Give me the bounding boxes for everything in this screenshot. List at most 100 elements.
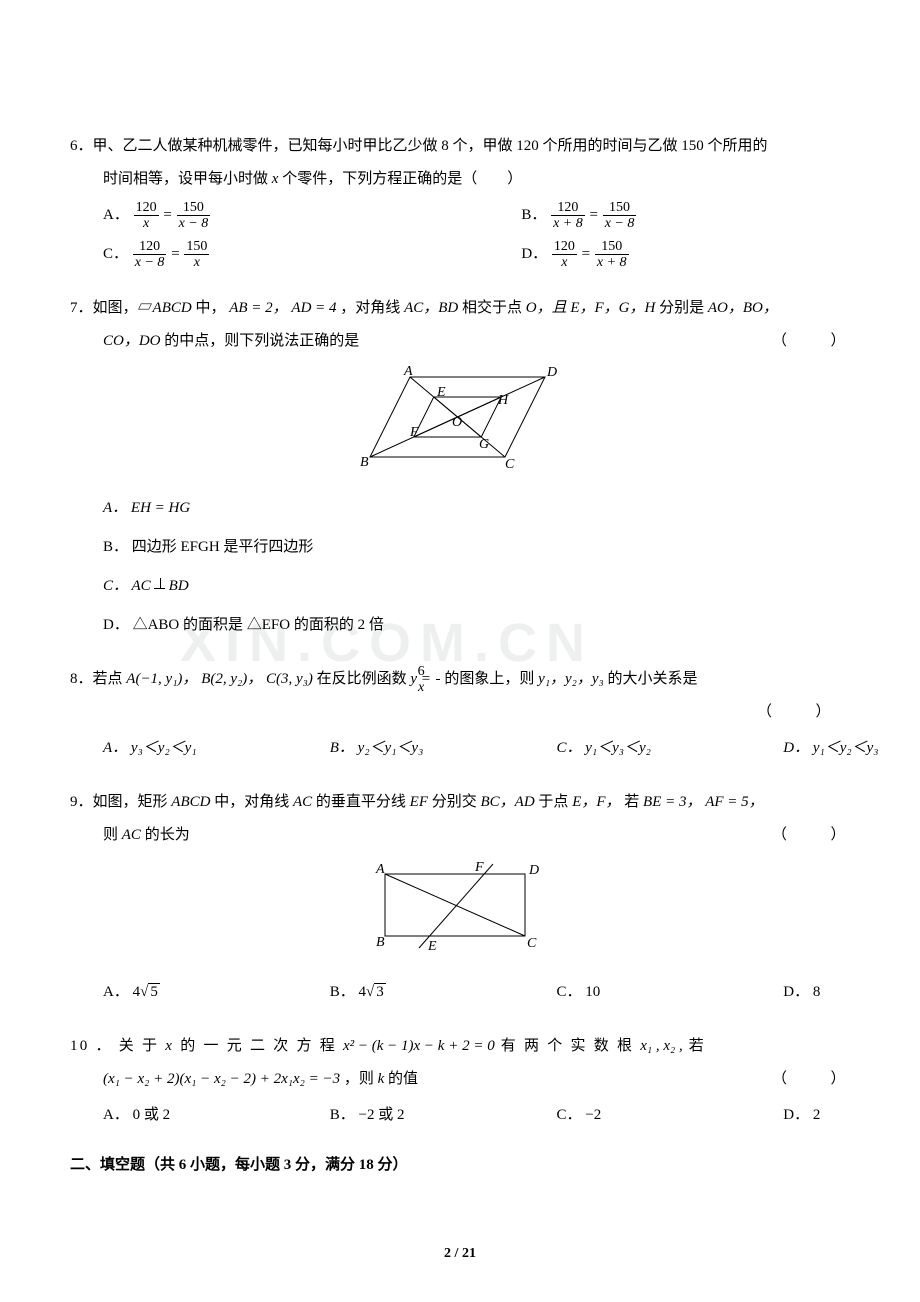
q6-number: 6． [70, 138, 93, 154]
q6-D-label: D． [521, 246, 547, 262]
t: 的值 [388, 1071, 418, 1087]
q7-option-C: C． AC BD [103, 567, 850, 606]
q7-stem-line2: CO，DO 的中点，则下列说法正确的是 （ ） [70, 325, 850, 358]
f: 6 [436, 664, 440, 679]
q7-option-A: A． EH = HG [103, 489, 850, 528]
t: 的中点，则下列说法正确的是 [164, 333, 359, 349]
q9-option-C: C． 10 [557, 973, 744, 1012]
q6-var-x: x [272, 171, 282, 187]
t: 中，对角线 [214, 794, 289, 810]
q9-number: 9． [70, 794, 93, 810]
q10-number: 10 ． [70, 1038, 113, 1054]
sqrt-icon: √3 [366, 973, 386, 1012]
q8-option-A: A． y₃＜y₂＜y₁ [103, 729, 290, 768]
lbl: F [409, 425, 419, 440]
f: x + 8 [551, 215, 585, 231]
f: 150 [603, 200, 637, 215]
t: 若 [624, 794, 639, 810]
t: x [165, 1038, 174, 1054]
q8-paren-row: （ ） [70, 696, 850, 729]
q8-stem: 8．若点 A(−1, y₁)， B(2, y₂)， C(3, y₃) 在反比例函… [70, 663, 850, 696]
q7-number: 7． [70, 300, 93, 316]
t: CO，DO [103, 333, 161, 349]
q10-options: A． 0 或 2 B． −2 或 2 C． −2 D． 2 [70, 1096, 850, 1135]
q9-option-D: D． 8 [783, 973, 920, 1012]
f: x [552, 254, 577, 270]
t: 的 一 元 二 次 方 程 [180, 1038, 337, 1054]
t: 在反比例函数 [317, 671, 407, 687]
sqrt-icon: √5 [140, 973, 160, 1012]
t: ，则 [344, 1071, 374, 1087]
q7-diagram: A D B C E H F G O [355, 362, 565, 472]
lbl: G [479, 437, 489, 452]
t: 中， [195, 300, 225, 316]
lbl: D [528, 863, 539, 878]
question-10: 10 ． 关 于 x 的 一 元 二 次 方 程 x² − (k − 1)x −… [70, 1030, 850, 1135]
q10-option-C: C． −2 [557, 1096, 744, 1135]
t: B． 4 [330, 984, 366, 1000]
q10-paren: （ ） [772, 1063, 850, 1096]
t: AB = 2， [229, 300, 287, 316]
lbl: E [427, 939, 437, 954]
t: 于点 [538, 794, 568, 810]
f: x [436, 679, 440, 695]
f: 150 [184, 239, 209, 254]
question-9: 9．如图，矩形 ABCD 中，对角线 AC 的垂直平分线 EF 分别交 BC，A… [70, 786, 850, 1012]
q6-C-label: C． [103, 246, 128, 262]
f: x − 8 [603, 215, 637, 231]
content: 6．甲、乙二人做某种机械零件，已知每小时甲比乙少做 8 个，甲做 120 个所用… [70, 130, 850, 1174]
q7-option-D: D． △ABO 的面积是 △EFO 的面积的 2 倍 [103, 606, 850, 645]
f: x − 8 [133, 254, 167, 270]
t: 有 两 个 实 数 根 [501, 1038, 635, 1054]
t: 5 [148, 983, 160, 1000]
f: 150 [177, 200, 211, 215]
f: 120 [134, 200, 159, 215]
q9-option-A: A． 4√5 [103, 973, 290, 1012]
t: 相交于点 [462, 300, 522, 316]
t: 若 [689, 1038, 706, 1054]
q6-options-row1: A． 120x = 150x − 8 B． 120x + 8 = 150x − … [70, 196, 850, 235]
perp-icon [154, 577, 165, 592]
lbl: A [375, 862, 385, 877]
t: E，F， [572, 794, 620, 810]
t: C(3, y₃) [266, 671, 313, 687]
t: 分别是 [659, 300, 704, 316]
t: 若点 [93, 671, 123, 687]
lbl: E [436, 385, 446, 400]
question-8: 8．若点 A(−1, y₁)， B(2, y₂)， C(3, y₃) 在反比例函… [70, 663, 850, 768]
f: 150 [595, 239, 629, 254]
q6-stem-line1: 6．甲、乙二人做某种机械零件，已知每小时甲比乙少做 8 个，甲做 120 个所用… [70, 130, 850, 163]
t: 的长为 [145, 827, 190, 843]
q6-text2: 时间相等，设甲每小时做 [103, 171, 268, 187]
t: 分别交 [432, 794, 477, 810]
t: AF = 5， [705, 794, 763, 810]
page-current: 2 [444, 1246, 451, 1261]
t: O，且 [526, 300, 567, 316]
q10-option-A: A． 0 或 2 [103, 1096, 290, 1135]
f: 120 [551, 200, 585, 215]
q6-option-B: B． 120x + 8 = 150x − 8 [521, 196, 850, 235]
lbl: C [527, 936, 537, 951]
t: E，F，G，H [570, 300, 655, 316]
t: x² − (k − 1)x − k + 2 = 0 [343, 1038, 495, 1054]
q9-stem-line1: 9．如图，矩形 ABCD 中，对角线 AC 的垂直平分线 EF 分别交 BC，A… [70, 786, 850, 819]
t: AD = 4 [291, 300, 336, 316]
t: 关 于 [119, 1038, 160, 1054]
section-2-header: 二、填空题（共 6 小题，每小题 3 分，满分 18 分） [70, 1153, 850, 1174]
t: EF [410, 794, 428, 810]
lbl: O [452, 415, 462, 430]
t: AC [293, 794, 312, 810]
f: x [134, 215, 159, 231]
lbl: D [546, 365, 557, 380]
t: k [378, 1071, 385, 1087]
t: 的大小关系是 [608, 671, 698, 687]
t: BE = 3， [643, 794, 701, 810]
question-7: 7．如图，▱ABCD 中， AB = 2， AD = 4 ，对角线 AC，BD … [70, 292, 850, 645]
q8-option-C: C． y₁＜y₃＜y₂ [557, 729, 744, 768]
t: (x₁ − x₂ + 2)(x₁ − x₂ − 2) + 2x₁x₂ = −3 [103, 1071, 340, 1087]
q10-stem-line2: (x₁ − x₂ + 2)(x₁ − x₂ − 2) + 2x₁x₂ = −3 … [70, 1063, 850, 1096]
t: B(2, y₂)， [201, 671, 262, 687]
t: AC [122, 827, 141, 843]
f: 120 [133, 239, 167, 254]
q8-option-D: D． y₁＜y₂＜y₃ [783, 729, 920, 768]
